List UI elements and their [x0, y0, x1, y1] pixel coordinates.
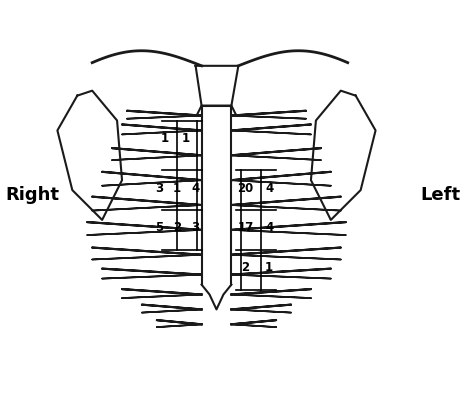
Text: 4: 4 [191, 182, 200, 195]
Text: Left: Left [420, 186, 460, 204]
Text: 17: 17 [237, 221, 254, 234]
Text: 5: 5 [155, 221, 163, 234]
Text: 1: 1 [161, 132, 169, 145]
Text: 4: 4 [265, 182, 273, 195]
Text: Right: Right [6, 186, 60, 204]
Text: 3: 3 [191, 221, 200, 234]
Text: 2: 2 [173, 221, 181, 234]
Text: 3: 3 [155, 182, 163, 195]
Text: 20: 20 [237, 182, 254, 195]
Text: 2: 2 [241, 261, 249, 274]
Text: 1: 1 [173, 182, 181, 195]
Text: 1: 1 [265, 261, 273, 274]
Text: 4: 4 [265, 221, 273, 234]
Text: 1: 1 [182, 132, 190, 145]
